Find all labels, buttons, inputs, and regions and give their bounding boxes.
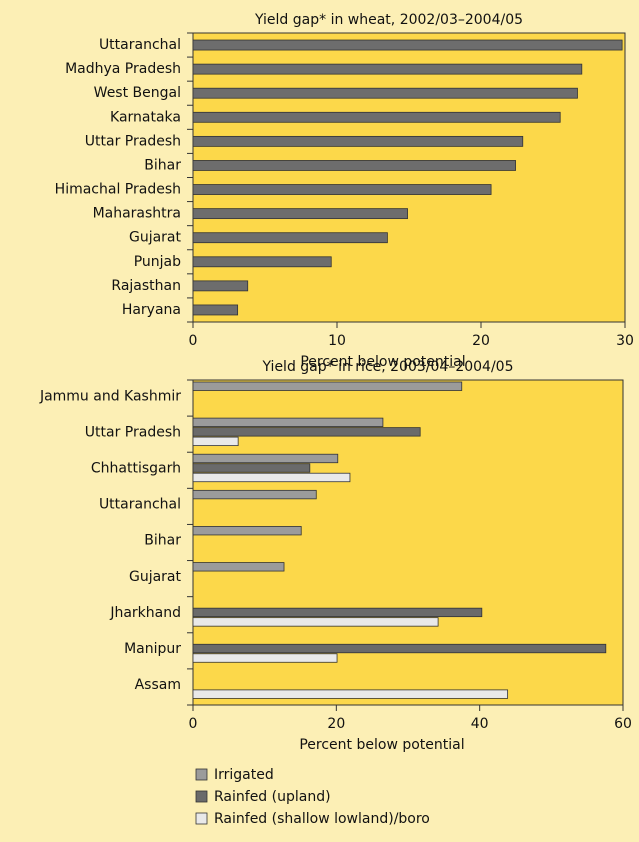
bar — [192, 111, 561, 123]
y-tick-label: Madhya Pradesh — [65, 61, 181, 77]
x-tick-label: 20 — [472, 333, 490, 349]
y-tick-label: Gujarat — [129, 569, 182, 585]
y-tick-label: Bihar — [144, 157, 181, 173]
bar — [192, 160, 516, 171]
y-tick-label: Uttaranchal — [99, 37, 181, 53]
y-tick-label: Karnataka — [110, 109, 181, 125]
bar — [192, 135, 524, 147]
y-tick-label: Rajasthan — [111, 278, 181, 294]
bar — [192, 427, 421, 437]
x-tick-label: 0 — [189, 716, 198, 732]
bar — [192, 489, 317, 500]
x-tick-label: 60 — [614, 716, 632, 732]
x-tick-label: 10 — [328, 333, 346, 349]
legend-label: Irrigated — [214, 767, 274, 783]
bar — [192, 184, 492, 195]
legend-label: Rainfed (upland) — [214, 789, 331, 805]
legend-swatch — [195, 768, 208, 781]
bar — [192, 689, 509, 699]
x-tick-label: 30 — [616, 333, 634, 349]
bar — [192, 232, 388, 244]
x-axis-label: Percent below potential — [299, 737, 464, 753]
legend-swatch — [195, 812, 208, 825]
x-tick-label: 40 — [471, 716, 489, 732]
bar — [192, 256, 332, 268]
y-tick-label: Uttar Pradesh — [85, 133, 181, 149]
chart-title: Yield gap* in wheat, 2002/03–2004/05 — [254, 12, 523, 28]
bar — [192, 436, 239, 447]
bar — [192, 653, 338, 663]
y-tick-label: Uttaranchal — [99, 497, 181, 513]
bar — [192, 39, 623, 51]
bar — [192, 381, 463, 391]
y-tick-label: Manipur — [124, 641, 181, 657]
bar — [192, 208, 408, 220]
bar — [192, 526, 302, 536]
y-tick-label: Maharashtra — [93, 206, 181, 222]
legend-label: Rainfed (shallow lowland)/boro — [214, 811, 430, 827]
bar — [192, 87, 578, 99]
x-axis-label: Percent below potential — [300, 354, 465, 370]
x-tick-label: 20 — [327, 716, 345, 732]
bar — [192, 63, 583, 75]
bar — [192, 417, 384, 428]
bar — [192, 643, 607, 654]
bar — [192, 472, 351, 483]
bar — [192, 463, 311, 473]
bar — [192, 304, 239, 316]
y-tick-label: Bihar — [144, 533, 181, 549]
chart-title: Yield gap* in rice, 2003/04–2004/05 — [262, 359, 514, 375]
bar — [192, 280, 249, 292]
bar — [192, 617, 439, 627]
plot-area — [192, 32, 626, 323]
legend-swatch — [195, 790, 208, 803]
y-tick-label: Uttar Pradesh — [85, 424, 181, 440]
y-tick-label: Chhattisgarh — [91, 460, 181, 476]
y-tick-label: Jammu and Kashmir — [39, 388, 181, 404]
x-tick-label: 0 — [189, 333, 198, 349]
y-tick-label: Himachal Pradesh — [55, 182, 181, 198]
bar — [192, 453, 339, 464]
bar — [192, 607, 483, 618]
y-tick-label: Gujarat — [129, 230, 182, 246]
y-tick-label: Jharkhand — [109, 605, 181, 621]
y-tick-label: Assam — [135, 677, 181, 693]
y-tick-label: Punjab — [134, 254, 181, 270]
y-tick-label: West Bengal — [94, 85, 181, 101]
y-tick-label: Haryana — [122, 302, 181, 318]
bar — [192, 562, 285, 572]
